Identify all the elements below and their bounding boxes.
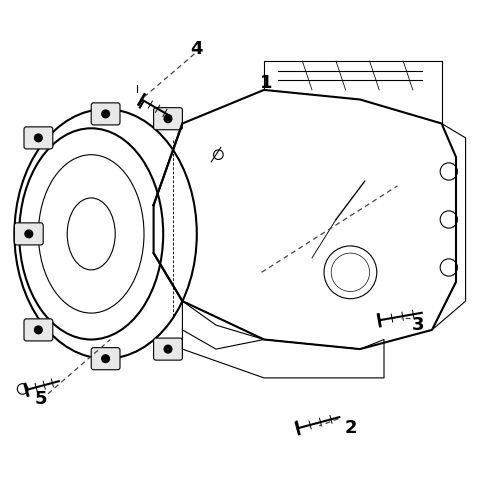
Text: 2: 2	[344, 419, 357, 437]
Circle shape	[102, 355, 109, 362]
Circle shape	[25, 230, 33, 238]
Circle shape	[164, 345, 172, 353]
Text: 3: 3	[411, 316, 424, 334]
FancyBboxPatch shape	[154, 108, 182, 130]
Circle shape	[164, 115, 172, 123]
FancyBboxPatch shape	[24, 127, 53, 149]
FancyBboxPatch shape	[14, 223, 43, 245]
FancyBboxPatch shape	[24, 319, 53, 341]
Text: 1: 1	[260, 74, 273, 92]
Text: 5: 5	[35, 391, 47, 409]
FancyBboxPatch shape	[91, 103, 120, 125]
Circle shape	[214, 150, 223, 160]
FancyBboxPatch shape	[154, 338, 182, 360]
Text: 4: 4	[191, 40, 203, 58]
FancyBboxPatch shape	[91, 348, 120, 370]
Circle shape	[102, 110, 109, 118]
Circle shape	[35, 134, 42, 142]
Circle shape	[35, 326, 42, 334]
